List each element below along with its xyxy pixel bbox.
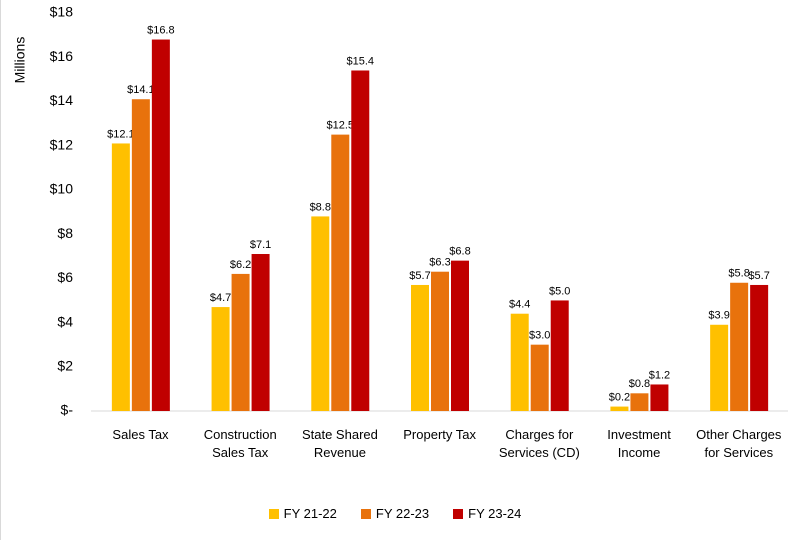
x-tick-label: Property Tax [403, 427, 477, 442]
x-tick-label: Investment Income [607, 427, 671, 460]
y-axis-label: Millions [12, 37, 28, 84]
bar [750, 284, 769, 411]
bar [431, 271, 449, 411]
value-label: $6.3 [429, 257, 450, 269]
bar [451, 260, 469, 411]
bar [251, 254, 270, 411]
bar [311, 216, 330, 411]
value-label: $3.9 [708, 310, 729, 322]
y-tick-label: $12 [50, 136, 74, 152]
bar [730, 282, 749, 411]
bar [510, 313, 529, 411]
value-label: $12.5 [327, 120, 355, 132]
legend-swatch [453, 508, 464, 519]
bar [550, 300, 569, 411]
value-label: $0.8 [629, 378, 650, 390]
y-tick-label: $- [61, 402, 74, 418]
legend-swatch [360, 508, 371, 519]
value-label: $16.8 [147, 24, 175, 36]
value-label: $4.7 [210, 292, 231, 304]
x-tick-label: State Shared Revenue [301, 427, 378, 460]
value-label: $6.2 [230, 259, 251, 271]
y-tick-label: $18 [50, 4, 74, 20]
value-label: $5.8 [728, 268, 749, 280]
value-label: $5.7 [409, 270, 430, 282]
plot: Millions $- $2 $4 $6 $8 $10 $12 $14 $16 $18 $12.1 $… [12, 4, 788, 418]
bar [211, 307, 230, 411]
legend-item: FY 23-24 [453, 506, 521, 521]
y-tick-label: $6 [57, 269, 73, 285]
bar [351, 70, 370, 411]
value-label: $14.1 [127, 84, 155, 96]
value-label: $4.4 [509, 299, 530, 311]
value-label: $6.8 [449, 246, 470, 258]
bar [630, 393, 649, 411]
y-tick-label: $16 [50, 48, 74, 64]
value-label: $3.0 [529, 330, 550, 342]
legend-swatch [268, 508, 279, 519]
legend: FY 21-22 FY 22-23 FY 23-24 [1, 506, 788, 521]
x-tick-label: Charges for Services (CD) [498, 427, 580, 460]
value-label: $5.7 [748, 270, 769, 282]
y-tick-label: $8 [57, 225, 73, 241]
value-label: $1.2 [649, 369, 670, 381]
legend-label: FY 22-23 [375, 506, 430, 521]
legend-label: FY 21-22 [283, 506, 337, 521]
bar [111, 143, 130, 411]
legend-item: FY 21-22 [268, 506, 337, 521]
bar [650, 384, 669, 411]
value-label: $12.1 [107, 128, 135, 140]
y-tick-label: $14 [50, 92, 74, 108]
legend-label: FY 23-24 [468, 506, 522, 521]
bar [710, 324, 729, 411]
bar [131, 99, 150, 411]
y-tick-label: $4 [57, 313, 73, 329]
value-label: $15.4 [347, 55, 375, 67]
bar [151, 39, 170, 412]
legend-item: FY 22-23 [360, 506, 430, 521]
x-tick-label: Sales Tax [112, 427, 169, 442]
bar [231, 273, 250, 411]
bar [530, 344, 549, 411]
value-label: $8.8 [310, 201, 331, 213]
bar [610, 406, 629, 411]
y-tick-label: $10 [50, 181, 74, 197]
bar [411, 284, 429, 411]
y-tick-label: $2 [57, 357, 73, 373]
value-label: $5.0 [549, 285, 570, 297]
value-label: $7.1 [250, 239, 271, 251]
x-tick-label: Other Charges for Services [696, 427, 782, 460]
x-tick-label: Construction Sales Tax [203, 427, 277, 460]
value-label: $0.2 [609, 391, 630, 403]
bar [331, 134, 350, 411]
